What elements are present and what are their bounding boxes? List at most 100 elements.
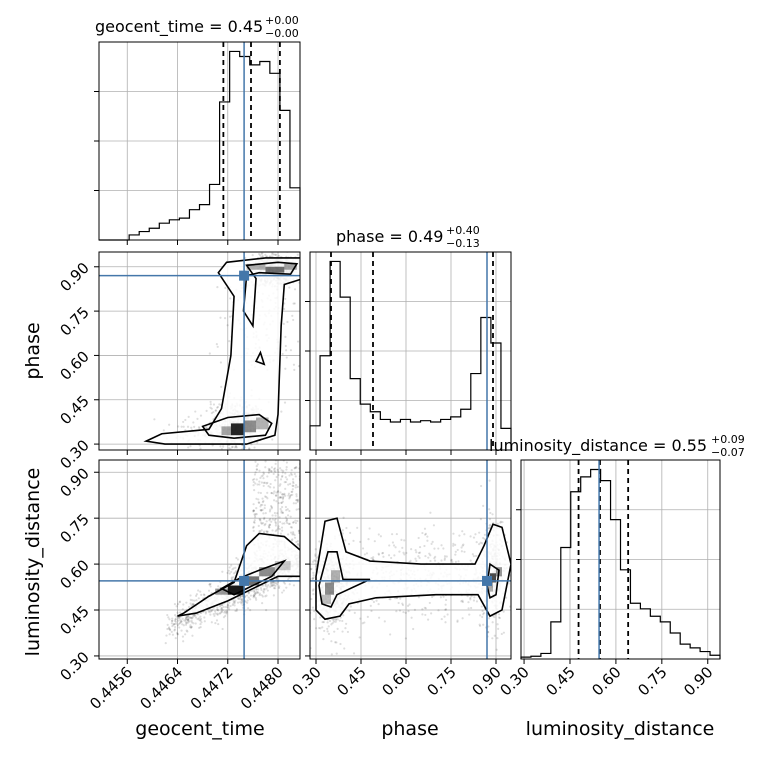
sample-point: [265, 530, 268, 533]
panel-frame: [309, 459, 512, 660]
sample-point: [493, 634, 496, 637]
sample-point: [415, 551, 418, 554]
sample-point: [257, 252, 261, 256]
sample-point: [297, 542, 300, 546]
sample-point: [281, 511, 285, 515]
sample-point: [252, 510, 255, 513]
sample-point: [268, 468, 271, 471]
sample-point: [429, 554, 432, 557]
sample-point: [280, 410, 283, 413]
sample-point: [229, 604, 232, 608]
sample-point: [190, 604, 193, 607]
sample-point: [333, 630, 336, 633]
sample-point: [277, 586, 281, 590]
sample-point: [259, 503, 263, 506]
sample-point: [247, 447, 251, 450]
sample-point: [282, 322, 285, 325]
sample-point: [167, 627, 171, 630]
sample-point: [398, 609, 402, 612]
sample-point: [272, 472, 275, 476]
sample-point: [225, 610, 229, 614]
histogram-step: [520, 468, 721, 659]
sample-point: [389, 598, 392, 601]
sample-point: [290, 469, 293, 472]
sample-point: [405, 551, 408, 555]
truth-marker: [239, 270, 250, 281]
sample-point: [279, 520, 282, 524]
sample-point: [279, 467, 282, 470]
sample-point: [285, 468, 288, 471]
sample-point: [472, 536, 476, 539]
sample-point: [443, 557, 447, 560]
density-cell: [227, 585, 244, 595]
sample-point: [253, 513, 256, 516]
sample-point: [187, 446, 190, 449]
sample-point: [268, 510, 272, 513]
sample-point: [292, 532, 295, 535]
sample-point: [268, 519, 271, 522]
sample-point: [292, 318, 295, 322]
sample-point: [212, 403, 216, 406]
sample-point: [408, 560, 411, 564]
sample-point: [303, 547, 305, 549]
y-axis-label-luminosity-distance: luminosity_distance: [22, 468, 44, 657]
sample-point: [302, 560, 304, 562]
sample-point: [213, 614, 216, 618]
sample-point: [289, 493, 293, 497]
sample-point: [499, 521, 502, 524]
density-cell: [256, 417, 269, 430]
sample-point: [281, 505, 284, 509]
sample-point: [297, 529, 300, 532]
sample-point: [202, 593, 206, 596]
sample-point: [291, 478, 295, 481]
density-cell: [284, 263, 297, 270]
sample-point: [301, 552, 303, 554]
sample-point: [214, 612, 217, 615]
sample-point: [191, 616, 194, 619]
sample-point: [255, 497, 258, 500]
sample-point: [197, 597, 200, 600]
sample-point: [296, 498, 300, 501]
sample-point: [283, 522, 286, 525]
sample-point: [208, 352, 211, 355]
y-tick-label: 0.90: [56, 259, 92, 295]
sample-point: [214, 409, 217, 412]
sample-point: [252, 503, 255, 506]
sample-point: [216, 612, 219, 615]
sample-point: [356, 526, 359, 529]
sample-point: [323, 629, 326, 633]
sample-point: [279, 496, 283, 499]
sample-point: [253, 478, 256, 481]
sample-point: [388, 544, 391, 547]
sample-point: [286, 514, 290, 517]
sample-point: [421, 613, 424, 616]
sample-point: [180, 619, 183, 623]
sample-point: [305, 554, 307, 556]
sample-point: [185, 615, 188, 618]
sample-point: [190, 616, 193, 620]
sample-point: [280, 511, 283, 514]
sample-point: [437, 547, 440, 550]
sample-point: [343, 647, 346, 650]
sample-point: [283, 481, 286, 484]
sample-point: [185, 621, 188, 624]
sample-point: [312, 588, 315, 591]
sample-point: [186, 618, 189, 621]
sample-point: [207, 610, 210, 613]
sample-point: [302, 275, 304, 277]
sample-point: [301, 496, 303, 498]
sample-point: [180, 629, 183, 632]
sample-point: [444, 621, 447, 624]
sample-point: [296, 540, 299, 543]
sample-point: [321, 626, 324, 629]
sample-point: [471, 553, 474, 556]
scatter-points: [164, 460, 307, 645]
sample-point: [482, 536, 485, 540]
sample-point: [305, 564, 307, 566]
sample-point: [191, 634, 194, 637]
sample-point: [194, 622, 197, 625]
sample-point: [266, 589, 269, 592]
sample-point: [270, 470, 273, 473]
sample-point: [284, 476, 287, 479]
